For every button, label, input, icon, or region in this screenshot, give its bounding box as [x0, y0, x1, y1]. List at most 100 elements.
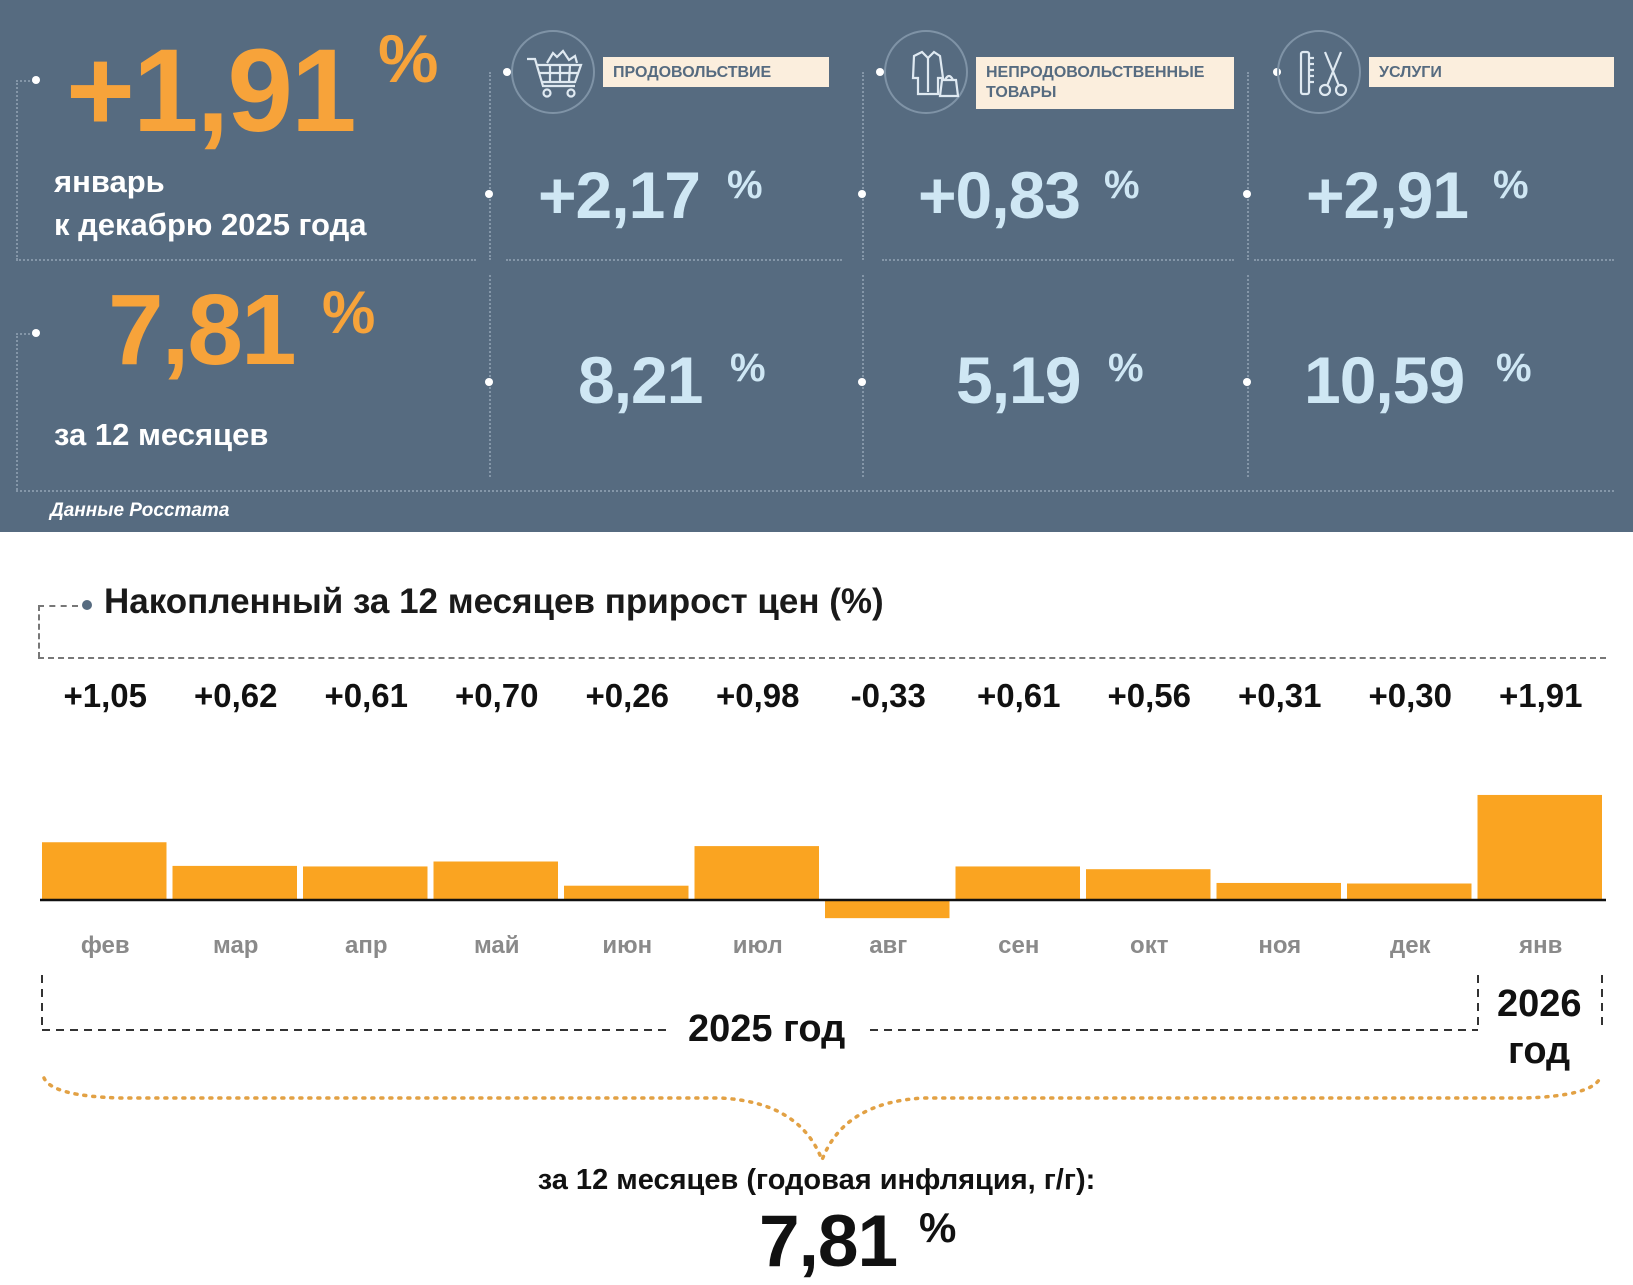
bar-сен — [955, 866, 1080, 900]
scissors-comb-icon — [1277, 30, 1361, 114]
year-label-god: год — [1508, 1030, 1571, 1073]
nonfood-monthly-pct: % — [1104, 163, 1140, 207]
bar-май — [433, 861, 558, 900]
month-label-июл: июл — [732, 932, 783, 959]
category-label-line-1: ПРОДОВОЛЬСТВИЕ — [613, 64, 772, 81]
category-label-nonfood: НЕПРОДОВОЛЬСТВЕННЫЕ ТОВАРЫ — [976, 57, 1234, 109]
value-label-дек: +0,30 — [1368, 677, 1453, 714]
divider — [1254, 259, 1614, 261]
food-annual-value: 8,21 — [578, 343, 703, 417]
curly-brace — [42, 1076, 1602, 1165]
month-label-июн: июн — [602, 932, 653, 959]
summary-panel: +1,91 % январь к декабрю 2025 года 7,81 … — [0, 0, 1633, 532]
category-label-line-1: УСЛУГИ — [1379, 64, 1442, 81]
shopping-cart-icon — [511, 30, 595, 114]
month-label-ноя: ноя — [1258, 932, 1302, 959]
divider — [489, 72, 491, 260]
month-label-янв: янв — [1519, 932, 1563, 959]
bullet-dot — [485, 378, 493, 386]
divider — [16, 80, 18, 260]
bullet-dot — [32, 329, 40, 337]
title-connector — [38, 605, 40, 658]
divider — [16, 333, 34, 335]
bullet-dot — [1243, 190, 1251, 198]
value-label-июл: +0,98 — [716, 677, 800, 714]
value-label-июн: +0,26 — [585, 677, 670, 714]
bar-фев — [42, 842, 167, 900]
annual-pct: % — [919, 1204, 957, 1251]
services-monthly-pct: % — [1493, 163, 1529, 207]
food-monthly-pct: % — [727, 163, 763, 207]
headline-monthly-caption-1: январь — [54, 164, 165, 199]
category-label-line-1: НЕПРОДОВОЛЬСТВЕННЫЕ — [986, 64, 1205, 81]
year-bracket — [41, 975, 1603, 1031]
divider — [1247, 275, 1249, 477]
category-label-food: ПРОДОВОЛЬСТВИЕ — [603, 57, 829, 87]
value-label-май: +0,70 — [455, 677, 539, 714]
value-label-апр: +0,61 — [324, 677, 409, 714]
food-annual-pct: % — [730, 346, 766, 390]
value-label-сен: +0,61 — [977, 677, 1061, 714]
value-label-окт: +0,56 — [1107, 677, 1192, 714]
annual-value: 7,81 — [759, 1201, 898, 1282]
bar-окт — [1086, 869, 1211, 900]
title-bullet — [82, 600, 92, 610]
headline-monthly-value: +1,91 — [66, 25, 357, 157]
divider — [16, 80, 34, 82]
month-label-мар: мар — [213, 932, 259, 959]
bar-ноя — [1216, 882, 1341, 900]
bullet-dot — [858, 378, 866, 386]
bullet-dot — [485, 190, 493, 198]
category-label-services: УСЛУГИ — [1369, 57, 1614, 87]
month-label-окт: окт — [1130, 932, 1169, 959]
month-label-фев: фев — [80, 932, 130, 959]
annual-caption: за 12 месяцев (годовая инфляция, г/г): — [537, 1164, 1096, 1196]
headline-annual-value: 7,81 — [108, 274, 297, 386]
divider — [489, 275, 491, 477]
divider — [506, 259, 842, 261]
bar-июл — [694, 846, 819, 900]
month-label-май: май — [473, 932, 520, 959]
value-label-ноя: +0,31 — [1238, 677, 1322, 714]
divider — [882, 259, 1234, 261]
headline-monthly-pct: % — [378, 21, 439, 97]
bar-мар — [172, 865, 297, 900]
bar-авг — [825, 900, 950, 919]
divider — [862, 72, 864, 260]
nonfood-monthly-value: +0,83 — [918, 158, 1081, 232]
bullet-dot — [32, 76, 40, 84]
services-annual-value: 10,59 — [1304, 343, 1465, 417]
bar-июн — [564, 885, 689, 900]
services-annual-pct: % — [1496, 346, 1532, 390]
divider — [1247, 72, 1249, 260]
month-label-авг: авг — [869, 932, 908, 959]
headline-monthly-caption-2: к декабрю 2025 года — [54, 207, 367, 242]
divider — [16, 259, 476, 261]
value-label-янв: +1,91 — [1499, 677, 1583, 714]
bar-янв — [1477, 794, 1602, 900]
source-note: Данные Росстата — [50, 500, 230, 521]
bullet-dot — [503, 68, 511, 76]
divider — [862, 275, 864, 477]
bullet-dot — [876, 68, 884, 76]
year-label-2025: 2025 год — [688, 1008, 846, 1051]
month-label-сен: сен — [998, 932, 1040, 959]
month-label-дек: дек — [1389, 932, 1431, 959]
services-monthly-value: +2,91 — [1306, 158, 1469, 232]
bar-дек — [1347, 883, 1472, 900]
value-label-фев: +1,05 — [63, 677, 148, 714]
value-label-авг: -0,33 — [850, 677, 926, 714]
chart-title: Накопленный за 12 месяцев прирост цен (%… — [104, 582, 884, 621]
title-underline — [38, 657, 1606, 659]
year-label-2026: 2026 — [1497, 983, 1582, 1026]
title-connector — [38, 605, 78, 607]
value-label-мар: +0,62 — [194, 677, 278, 714]
food-monthly-value: +2,17 — [538, 158, 701, 232]
bullet-dot — [858, 190, 866, 198]
divider — [16, 333, 18, 490]
category-label-line-2: ТОВАРЫ — [986, 84, 1057, 101]
month-label-апр: апр — [344, 932, 388, 959]
divider — [16, 490, 1614, 492]
headline-annual-caption: за 12 месяцев — [54, 417, 269, 452]
